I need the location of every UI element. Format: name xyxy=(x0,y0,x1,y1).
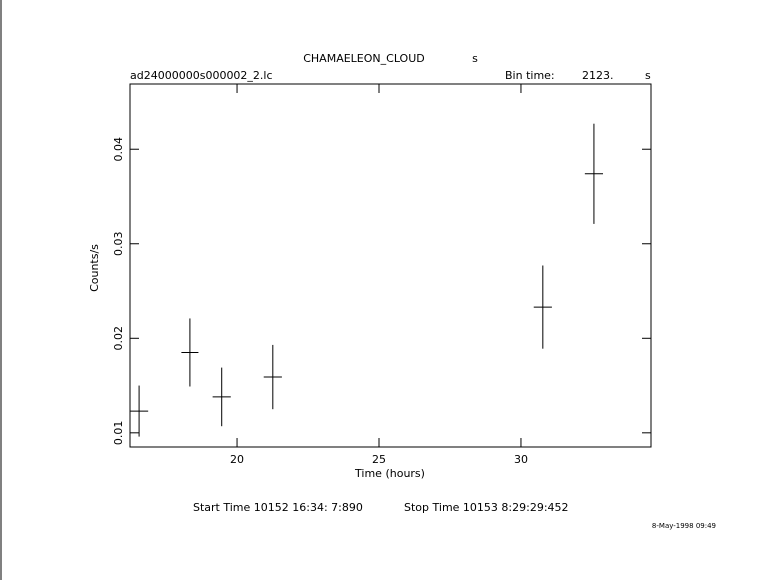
bin-time-label: Bin time: xyxy=(505,69,555,82)
x-tick-label: 25 xyxy=(372,453,386,466)
plot-frame xyxy=(129,83,652,448)
date: 8-May-1998 09:49 xyxy=(652,522,716,530)
y-tick-label: 0.03 xyxy=(112,232,125,257)
start-time: Start Time 10152 16:34: 7:890 xyxy=(193,501,363,514)
stop-time: Stop Time 10153 8:29:29:452 xyxy=(404,501,569,514)
x-tick-label: 30 xyxy=(514,453,528,466)
y-tick-label: 0.01 xyxy=(112,421,125,446)
title-unit: s xyxy=(472,52,478,65)
x-axis-label: Time (hours) xyxy=(354,467,425,480)
y-tick-label: 0.04 xyxy=(112,137,125,162)
chart-title: CHAMAELEON_CLOUD xyxy=(303,52,425,65)
y-axis-label: Counts/s xyxy=(88,244,101,292)
x-tick-label: 20 xyxy=(230,453,244,466)
y-tick-label: 0.02 xyxy=(112,326,125,351)
bin-time: 2123. xyxy=(582,69,614,82)
bin-time-unit: s xyxy=(645,69,651,82)
file-name: ad24000000s000002_2.lc xyxy=(130,69,273,82)
